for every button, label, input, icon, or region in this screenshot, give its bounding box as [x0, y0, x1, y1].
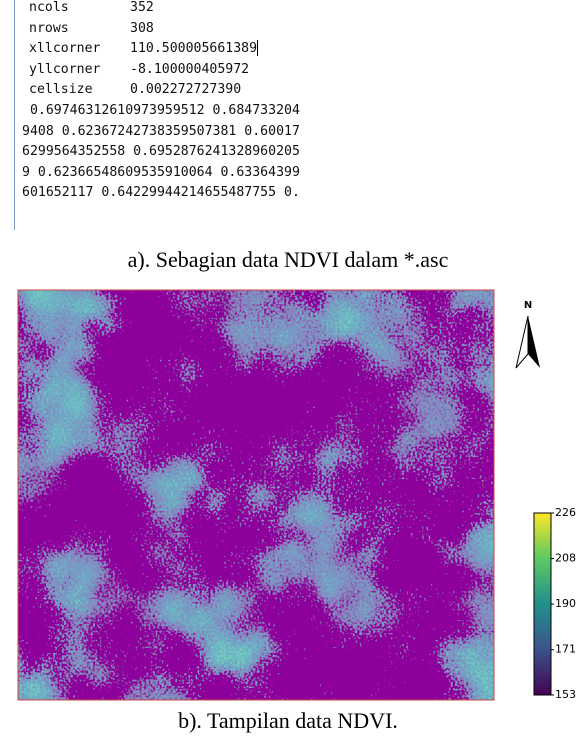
data-line: 6299564352558 0.6952876241328960205	[22, 144, 300, 160]
colorbar-tick-label: 1719	[555, 643, 576, 656]
header-key: ncols	[29, 0, 69, 15]
north-arrow-left	[515, 315, 529, 369]
header-value: -8.100000405972	[130, 61, 250, 77]
north-label: N	[524, 300, 532, 311]
header-value: 308	[130, 20, 154, 36]
caption-b: b). Tampilan data NDVI.	[178, 708, 398, 733]
header-value: 352	[130, 0, 154, 15]
header-row: ncols 352	[22, 0, 322, 18]
header-row: yllcorner -8.100000405972	[22, 60, 322, 80]
colorbar-tick-label: 1538	[555, 688, 576, 701]
colorbar-gradient	[533, 512, 552, 696]
data-line: 0.69746312610973959512 0.684733204	[22, 103, 300, 118]
map-frame	[17, 289, 495, 701]
header-row: nrows 308	[22, 19, 322, 39]
header-value: 0.002272727390	[130, 82, 242, 98]
asc-text-view: ncols 352 nrows 308 xllcorner 110.50000566138…	[14, 0, 327, 230]
north-arrow-right	[528, 316, 540, 368]
colorbar-tick-label: 2083	[555, 552, 576, 565]
data-line: 9408 0.62367242738359507381 0.60017	[22, 123, 300, 139]
data-line: 601652117 0.64229944214655487755 0.	[22, 185, 300, 201]
header-key: cellsize	[29, 82, 93, 98]
header-row: xllcorner 110.500005661389	[22, 39, 322, 59]
header-value: 110.500005661389	[130, 40, 259, 57]
header-row: cellsize 0.002272727390	[22, 80, 322, 100]
caption-a: a). Sebagian data NDVI dalam *.asc	[127, 247, 449, 272]
header-key: yllcorner	[29, 61, 101, 77]
data-line: 9 0.62366548609535910064 0.63364399	[22, 164, 300, 180]
header-key: xllcorner	[29, 41, 101, 57]
header-key: nrows	[29, 20, 69, 36]
text-cursor	[257, 40, 259, 57]
colorbar-tick-label: 2265	[555, 506, 576, 519]
ndvi-raster	[18, 290, 494, 700]
